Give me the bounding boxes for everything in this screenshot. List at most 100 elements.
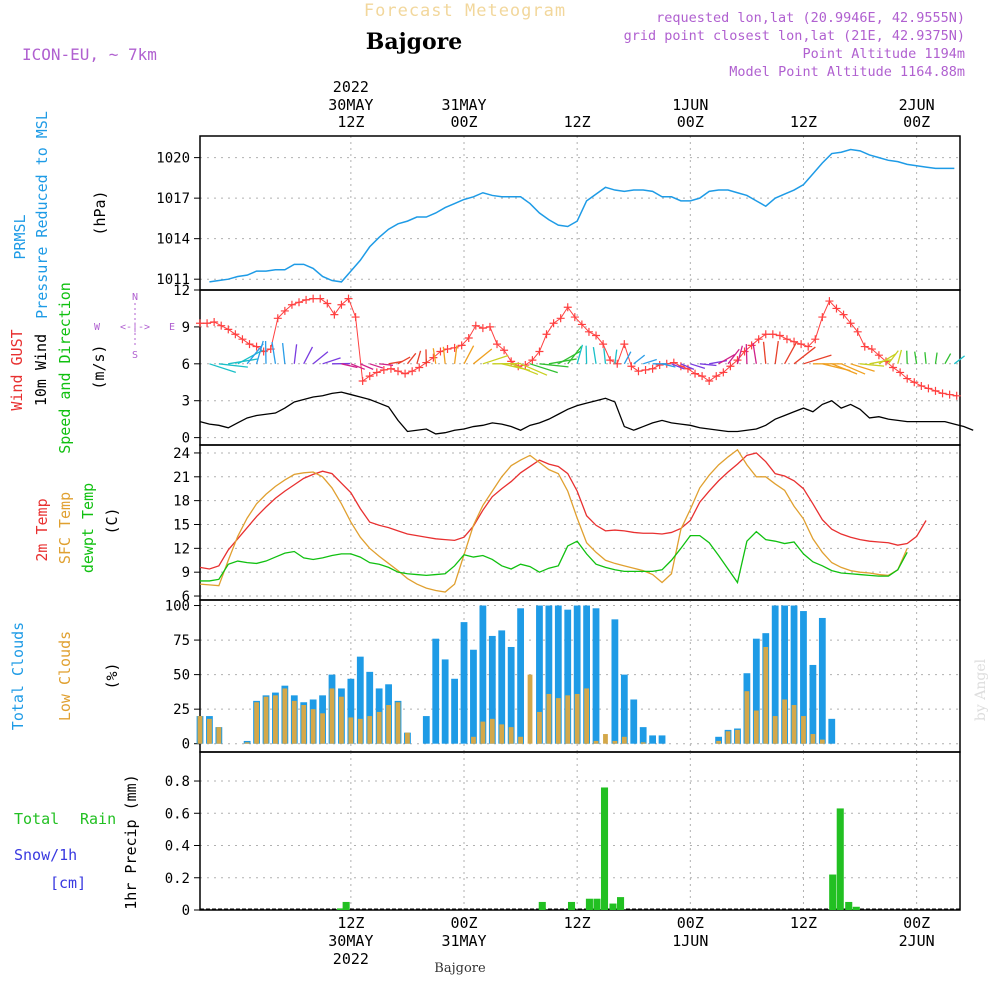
total-cloud-bar [611,619,619,744]
low-cloud-bar [810,734,816,744]
temp2m-line [199,452,927,570]
total-cloud-bar [800,611,807,744]
watermark: by Angel [973,658,989,721]
gust-marker [613,359,622,368]
low-cloud-bar [273,695,278,744]
wind-direction-arrow [529,363,558,374]
gust-marker [705,377,714,386]
wind-unit: (m/s) [90,344,108,389]
gust-marker [443,345,452,354]
total-cloud-bar [366,671,374,744]
wind-direction-arrow [539,363,569,368]
total-cloud-bar [639,727,647,744]
total-cloud-bar [451,678,458,744]
temp2m-label: 2m Temp [33,498,51,561]
low-cloud-bar [310,709,316,744]
wind-direction-arrow [774,340,779,364]
y-tick-label: 0.2 [165,871,190,887]
wind-direction-arrow [271,342,277,364]
gust-marker [408,367,417,376]
top-time-label: 12Z [337,113,364,131]
wind-direction-arrow [914,351,918,364]
low-cloud-bar [603,734,608,744]
low-cloud-bar [508,727,514,744]
gust-marker [224,325,233,334]
total-cloud-bar [470,649,477,744]
y-tick-label: 0.8 [165,774,190,790]
rain-bar [609,903,617,910]
total-cloud-bar [592,608,600,744]
wind-direction-arrow [473,348,493,365]
gust-marker [273,314,282,323]
top-date-label: 30MAY [328,96,373,114]
total-cloud-bar [573,605,581,744]
gust-marker [528,356,537,365]
wind-direction-arrow [727,348,740,365]
low-cloud-bar [207,718,212,744]
wind-direction-arrow [237,349,263,365]
rain-bar [617,897,625,910]
wind-direction-arrow [661,363,676,368]
gust-marker [344,294,353,303]
low-cloud-bar [801,716,806,744]
gust-marker [599,340,608,349]
gust-marker [485,322,494,331]
sfc-temp-label: SFC Temp [56,492,74,564]
gust-marker [238,335,247,344]
low-cloud-bar [546,693,552,744]
total-cloud-bar [809,664,817,744]
total-cloud-bar [554,605,562,744]
bottom-date-label: 1JUN [672,932,708,950]
total-cloud-bar [347,678,355,744]
panel-precipitation: 0 0.2 0.4 0.6 0.8 [165,751,961,919]
gust-marker [386,364,395,373]
y-tick-label: 12 [173,283,190,299]
total-cloud-bar [630,699,638,744]
wind-direction-arrow [303,346,314,365]
total-cloud-bar [545,605,553,744]
wind-direction-arrow [567,345,582,365]
gust-marker [401,369,410,378]
wind-direction-arrow [432,348,437,364]
low-cloud-bar [782,699,788,744]
gust-marker [648,364,657,373]
gust-marker [592,331,601,340]
compass-s: S [132,350,138,361]
gust-marker [620,340,629,349]
wind-direction-arrow [510,363,539,376]
panel-temperature: 6 9 12 15 18 21 24 [173,444,961,605]
bottom-time-label: 12Z [337,914,364,932]
gust-marker [464,333,473,342]
wind-direction-arrow [406,352,417,365]
gust-marker [542,330,551,339]
gust-marker [316,294,325,303]
wind-direction-arrow [745,344,748,364]
chart-panels: 1011101410171020036912691215182124025507… [156,135,974,919]
wind-direction-arrow [887,350,899,365]
total-cloud-bar [479,605,487,744]
wind-direction-arrow [281,343,286,364]
wind-direction-arrow [350,363,365,370]
dewpt-label: dewpt Temp [79,483,97,573]
low-cloud-bar [518,736,523,744]
gust-marker [478,324,487,333]
prmsl-unit: (hPa) [91,190,109,235]
gust-marker [860,342,869,351]
gust-marker [818,313,827,322]
wind-direction-arrow [831,363,858,375]
gust-marker [832,304,841,313]
y-tick-label: 21 [173,470,190,486]
wind-direction-arrow [934,352,938,364]
gust-marker [379,365,388,374]
gust-marker [549,319,558,328]
gust-marker [917,381,926,390]
gust-marker [471,321,480,330]
low-cloud-bar [621,736,627,744]
snow-unit: [cm] [50,874,86,892]
gust-marker [874,351,883,360]
gust-marker [280,306,289,315]
bottom-time-label: 12Z [564,914,591,932]
y-tick-label: 0 [182,431,190,447]
gust-marker [563,303,572,312]
